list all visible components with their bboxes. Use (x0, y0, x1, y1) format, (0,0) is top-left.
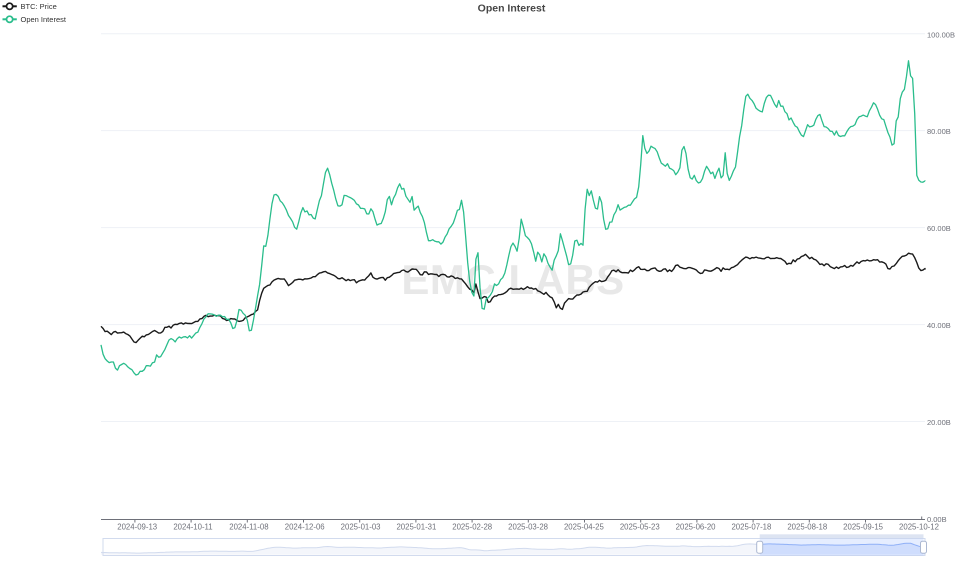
svg-text:2024-12-06: 2024-12-06 (285, 523, 325, 532)
svg-text:2025-07-18: 2025-07-18 (731, 523, 771, 532)
svg-text:2025-03-28: 2025-03-28 (508, 523, 548, 532)
svg-text:2024-10-11: 2024-10-11 (173, 523, 212, 532)
svg-text:100.00B: 100.00B (927, 30, 955, 39)
svg-text:20.00B: 20.00B (927, 418, 951, 427)
svg-text:BTC: Price: BTC: Price (21, 2, 57, 11)
svg-text:2025-09-15: 2025-09-15 (843, 523, 884, 532)
svg-text:0.00B: 0.00B (927, 515, 947, 524)
svg-text:2025-06-20: 2025-06-20 (676, 523, 717, 532)
svg-text:2025-08-18: 2025-08-18 (787, 523, 827, 532)
svg-text:2025-01-31: 2025-01-31 (396, 523, 436, 532)
svg-text:2025-10-12: 2025-10-12 (899, 523, 939, 532)
svg-text:2025-04-25: 2025-04-25 (564, 523, 605, 532)
svg-text:2025-01-03: 2025-01-03 (341, 523, 381, 532)
svg-text:2024-11-08: 2024-11-08 (229, 523, 268, 532)
svg-text:EMC LABS: EMC LABS (401, 256, 624, 303)
svg-text:2025-02-28: 2025-02-28 (452, 523, 492, 532)
svg-text:2025-05-23: 2025-05-23 (620, 523, 660, 532)
svg-text:80.00B: 80.00B (927, 127, 951, 136)
svg-text:Open Interest: Open Interest (21, 15, 67, 24)
svg-text:40.00B: 40.00B (927, 321, 951, 330)
svg-text:Open Interest: Open Interest (478, 3, 546, 15)
svg-text:2024-09-13: 2024-09-13 (117, 523, 157, 532)
svg-text:60.00B: 60.00B (927, 224, 951, 233)
